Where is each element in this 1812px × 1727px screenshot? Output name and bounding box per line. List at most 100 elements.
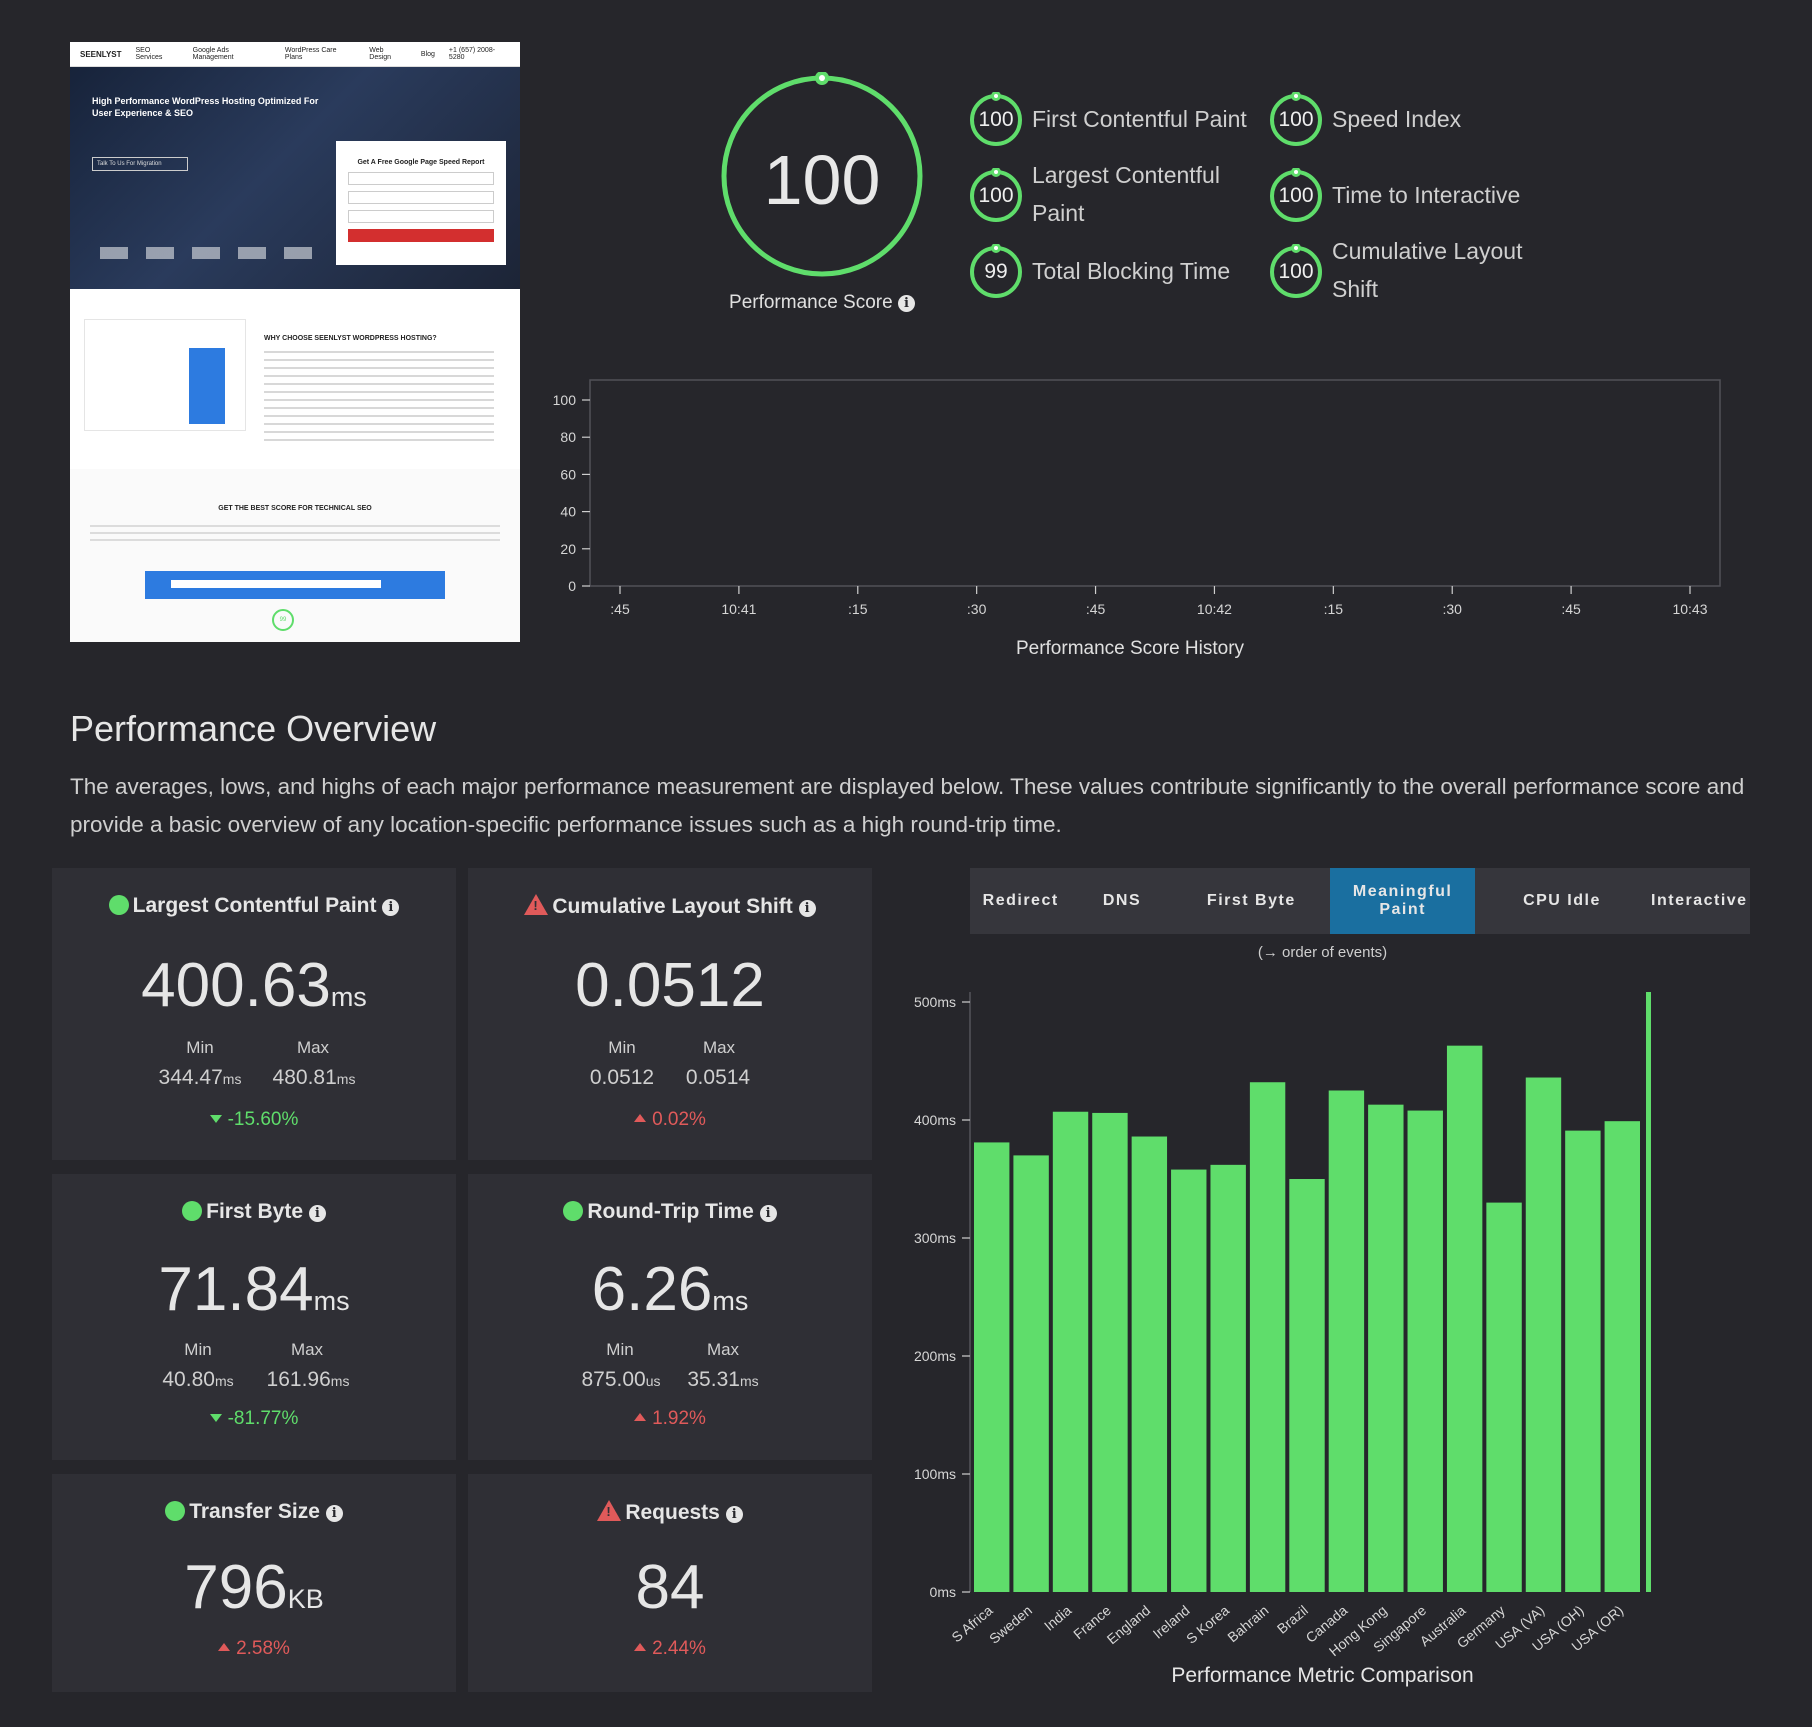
tab-dns[interactable]: DNS bbox=[1102, 892, 1142, 909]
card-value-number: 400.63 bbox=[141, 951, 331, 1020]
metric-label: Cumulative Layout Shift bbox=[1332, 238, 1523, 302]
page-screenshot-thumbnail: SEENLYST SEO Services Google Ads Managem… bbox=[70, 42, 520, 642]
y-tick-label: 200ms bbox=[914, 1348, 956, 1364]
min-label: Min bbox=[606, 1340, 634, 1359]
bar bbox=[1604, 1121, 1640, 1592]
min-value-unit: ms bbox=[214, 1373, 234, 1389]
max-value-number: 35.31 bbox=[687, 1368, 740, 1391]
status-good-icon bbox=[108, 895, 129, 915]
info-icon[interactable]: i bbox=[382, 899, 400, 916]
metric-total-blocking-time: 99 Total Blocking Time bbox=[968, 244, 1268, 300]
x-tick-label: :30 bbox=[1442, 601, 1462, 617]
metric-speed-index: 100 Speed Index bbox=[1268, 92, 1568, 148]
y-tick-label: 100ms bbox=[914, 1466, 956, 1482]
tab-first-byte[interactable]: First Byte bbox=[1206, 892, 1296, 909]
max-label: Max bbox=[702, 1038, 736, 1057]
thumbnail-section-heading: GET THE BEST SCORE FOR TECHNICAL SEO bbox=[218, 505, 372, 512]
status-good-icon bbox=[182, 1201, 203, 1221]
y-tick-label: 100 bbox=[553, 392, 577, 408]
min-value-number: 875.00 bbox=[581, 1368, 646, 1391]
x-tick-label: :45 bbox=[610, 601, 630, 617]
bar bbox=[1289, 1179, 1325, 1592]
min-label: Min bbox=[186, 1038, 214, 1057]
change-indicator: 2.44% bbox=[468, 1638, 872, 1660]
min-value-number: 40.80 bbox=[162, 1368, 215, 1391]
metric-tabs: Redirect DNS First Byte Meaningful Paint… bbox=[970, 868, 1750, 934]
card-value: 71.84ms bbox=[52, 1254, 456, 1325]
x-tick-label: England bbox=[1104, 1602, 1154, 1647]
performance-score-value: 100 bbox=[763, 141, 881, 219]
bar bbox=[1328, 1090, 1365, 1592]
change-indicator: 1.92% bbox=[468, 1408, 872, 1430]
overview-title: Performance Overview bbox=[70, 708, 437, 749]
thumbnail-nav-item: Google Ads Management bbox=[192, 47, 234, 61]
thumbnail-form-title: Get A Free Google Page Speed Report bbox=[357, 159, 485, 166]
card-title-text: Largest Contentful Paint bbox=[132, 894, 377, 917]
x-tick-label: :15 bbox=[848, 601, 868, 617]
card-title: Round-Trip Time i bbox=[468, 1200, 872, 1224]
max-value-unit: ms bbox=[739, 1373, 759, 1389]
up-arrow-icon bbox=[634, 1643, 647, 1651]
tab-cpu-idle[interactable]: CPU Idle bbox=[1523, 892, 1601, 909]
min-value-number: 344.47 bbox=[158, 1066, 223, 1089]
metric-label: First Contentful Paint bbox=[1032, 106, 1247, 132]
info-icon[interactable]: i bbox=[798, 900, 816, 917]
warning-icon bbox=[524, 894, 549, 915]
info-icon[interactable]: i bbox=[897, 295, 915, 312]
y-tick-label: 300ms bbox=[914, 1230, 956, 1246]
card-title: First Byte i bbox=[52, 1200, 456, 1224]
metric-gauge bbox=[970, 92, 1022, 146]
bar bbox=[1446, 1045, 1483, 1592]
bar bbox=[974, 1142, 1010, 1592]
max-value: 161.96ms bbox=[246, 1368, 370, 1392]
info-icon[interactable]: i bbox=[308, 1205, 326, 1222]
card-value-number: 6.26 bbox=[591, 1255, 713, 1324]
change-value: 1.92% bbox=[652, 1408, 706, 1429]
metric-label: Time to Interactive bbox=[1332, 182, 1521, 208]
info-icon[interactable]: i bbox=[325, 1505, 343, 1522]
max-value: 0.0514 bbox=[685, 1066, 751, 1089]
x-tick-label: :30 bbox=[967, 601, 987, 617]
x-tick-label: :45 bbox=[1561, 601, 1581, 617]
info-icon[interactable]: i bbox=[725, 1506, 743, 1523]
thumbnail-form-submit bbox=[348, 229, 494, 242]
tab-meaningful-paint[interactable]: Meaningful Paint bbox=[1329, 868, 1476, 934]
thumbnail-paragraph bbox=[264, 351, 494, 441]
min-value-unit: us bbox=[645, 1373, 661, 1389]
performance-score-label: Performance Score i bbox=[700, 292, 944, 314]
down-arrow-icon bbox=[209, 1414, 222, 1422]
x-tick-label: Sweden bbox=[986, 1602, 1035, 1647]
y-tick-label: 40 bbox=[560, 504, 576, 520]
tab-interactive[interactable]: Interactive bbox=[1651, 892, 1748, 909]
bar bbox=[1368, 1104, 1404, 1592]
min-value: 344.47ms bbox=[140, 1066, 260, 1090]
card-value-unit: ms bbox=[313, 1286, 350, 1316]
change-value: 2.58% bbox=[236, 1638, 290, 1659]
bar bbox=[1013, 1155, 1049, 1592]
info-icon[interactable]: i bbox=[759, 1205, 777, 1222]
metric-label: Largest Contentful Paint bbox=[1032, 162, 1220, 226]
thumbnail-diagram bbox=[84, 319, 246, 431]
metric-gauge bbox=[970, 168, 1022, 222]
card-value: 796KB bbox=[52, 1552, 456, 1623]
thumbnail-brand: SEENLYST bbox=[80, 49, 122, 59]
card-value-number: 71.84 bbox=[158, 1255, 314, 1324]
tab-redirect[interactable]: Redirect bbox=[982, 892, 1059, 909]
order-of-events-note: (→ order of events) bbox=[1257, 944, 1388, 961]
card-value: 6.26ms bbox=[468, 1254, 872, 1325]
card-value-unit: ms bbox=[330, 982, 367, 1012]
y-tick-label: 80 bbox=[560, 429, 576, 445]
performance-score-label-text: Performance Score bbox=[729, 292, 893, 313]
status-good-icon bbox=[563, 1201, 584, 1221]
thumbnail-hero-title: High Performance WordPress Hosting Optim… bbox=[92, 96, 319, 118]
min-value: 0.0512 bbox=[589, 1066, 655, 1089]
card-round-trip-time: Round-Trip Time i 6.26ms Min Max 875.00u… bbox=[468, 1174, 872, 1460]
y-tick-label: 500ms bbox=[914, 994, 956, 1010]
scroll-indicator bbox=[1646, 992, 1651, 1592]
change-indicator: 2.58% bbox=[52, 1638, 456, 1660]
max-value-unit: ms bbox=[330, 1373, 350, 1389]
thumbnail-nav-item: SEO Services bbox=[135, 47, 163, 61]
max-value-number: 161.96 bbox=[266, 1368, 331, 1391]
metric-gauge bbox=[970, 244, 1022, 298]
card-title: Transfer Size i bbox=[52, 1500, 456, 1524]
